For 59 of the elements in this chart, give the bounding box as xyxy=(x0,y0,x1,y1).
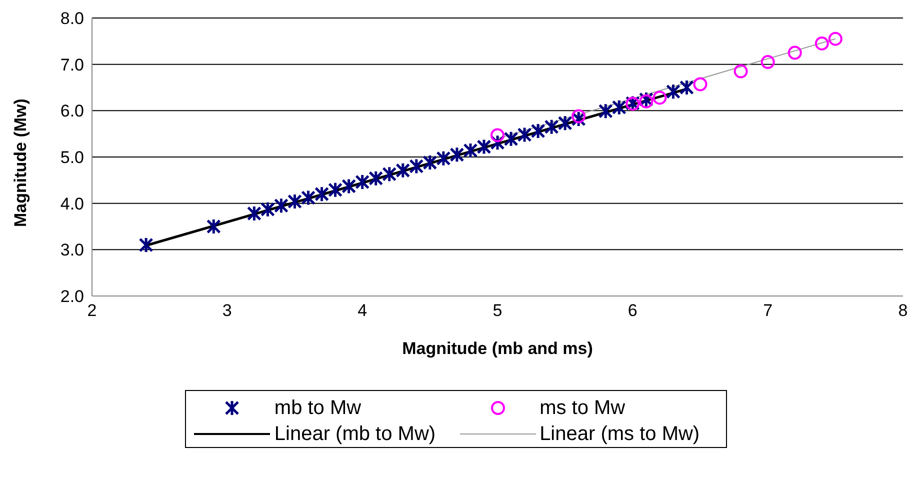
point xyxy=(639,94,654,108)
point xyxy=(517,126,532,144)
point xyxy=(206,218,221,235)
legend-label: Linear (mb to Mw) xyxy=(274,422,437,446)
point xyxy=(138,236,154,254)
point xyxy=(368,170,384,187)
point xyxy=(422,154,438,171)
point xyxy=(760,55,775,70)
point xyxy=(598,102,613,120)
x-tick-label: 8 xyxy=(898,301,908,320)
x-tick-label: 6 xyxy=(628,301,638,320)
point xyxy=(693,77,708,92)
point xyxy=(382,166,397,182)
y-tick-label: 5.0 xyxy=(60,148,84,168)
y-tick-label: 8.0 xyxy=(60,9,84,28)
x-tick-label: 4 xyxy=(358,301,368,320)
point xyxy=(666,83,680,100)
point xyxy=(436,150,451,167)
point xyxy=(301,190,316,206)
point xyxy=(788,46,802,60)
x-axis-title: Magnitude (mb and ms) xyxy=(402,339,593,358)
point xyxy=(342,178,356,194)
legend-label: mb to Mw xyxy=(274,396,362,420)
point xyxy=(734,64,748,78)
point xyxy=(612,99,626,116)
point xyxy=(288,193,302,210)
legend-label: Linear (ms to Mw) xyxy=(540,422,701,446)
y-tick-label: 2.0 xyxy=(60,287,84,306)
point xyxy=(679,79,694,96)
y-tick-label: 6.0 xyxy=(60,102,84,121)
point xyxy=(450,146,464,163)
point xyxy=(314,186,330,202)
point xyxy=(814,36,829,50)
point xyxy=(246,205,262,222)
point xyxy=(572,109,586,124)
point xyxy=(355,174,370,190)
point xyxy=(396,162,410,179)
y-tick-label: 7.0 xyxy=(60,55,84,74)
point xyxy=(558,114,572,132)
point xyxy=(490,128,504,142)
x-tick-label: 3 xyxy=(222,301,232,320)
y-tick-label: 3.0 xyxy=(60,240,84,260)
x-tick-label: 2 xyxy=(87,301,97,320)
point xyxy=(328,182,343,198)
point xyxy=(274,197,288,214)
y-tick-label: 4.0 xyxy=(60,194,84,214)
x-tick-label: 7 xyxy=(763,301,773,320)
legend-label: ms to Mw xyxy=(540,396,626,420)
x-tick-label: 5 xyxy=(492,301,502,320)
point xyxy=(652,90,667,105)
point xyxy=(530,122,546,140)
point xyxy=(504,130,518,148)
point xyxy=(476,138,492,156)
point xyxy=(409,158,424,175)
y-axis-title: Magnitude (Mw) xyxy=(11,98,30,227)
point xyxy=(463,142,478,159)
point xyxy=(260,201,275,218)
point xyxy=(828,32,842,46)
point xyxy=(544,118,559,136)
